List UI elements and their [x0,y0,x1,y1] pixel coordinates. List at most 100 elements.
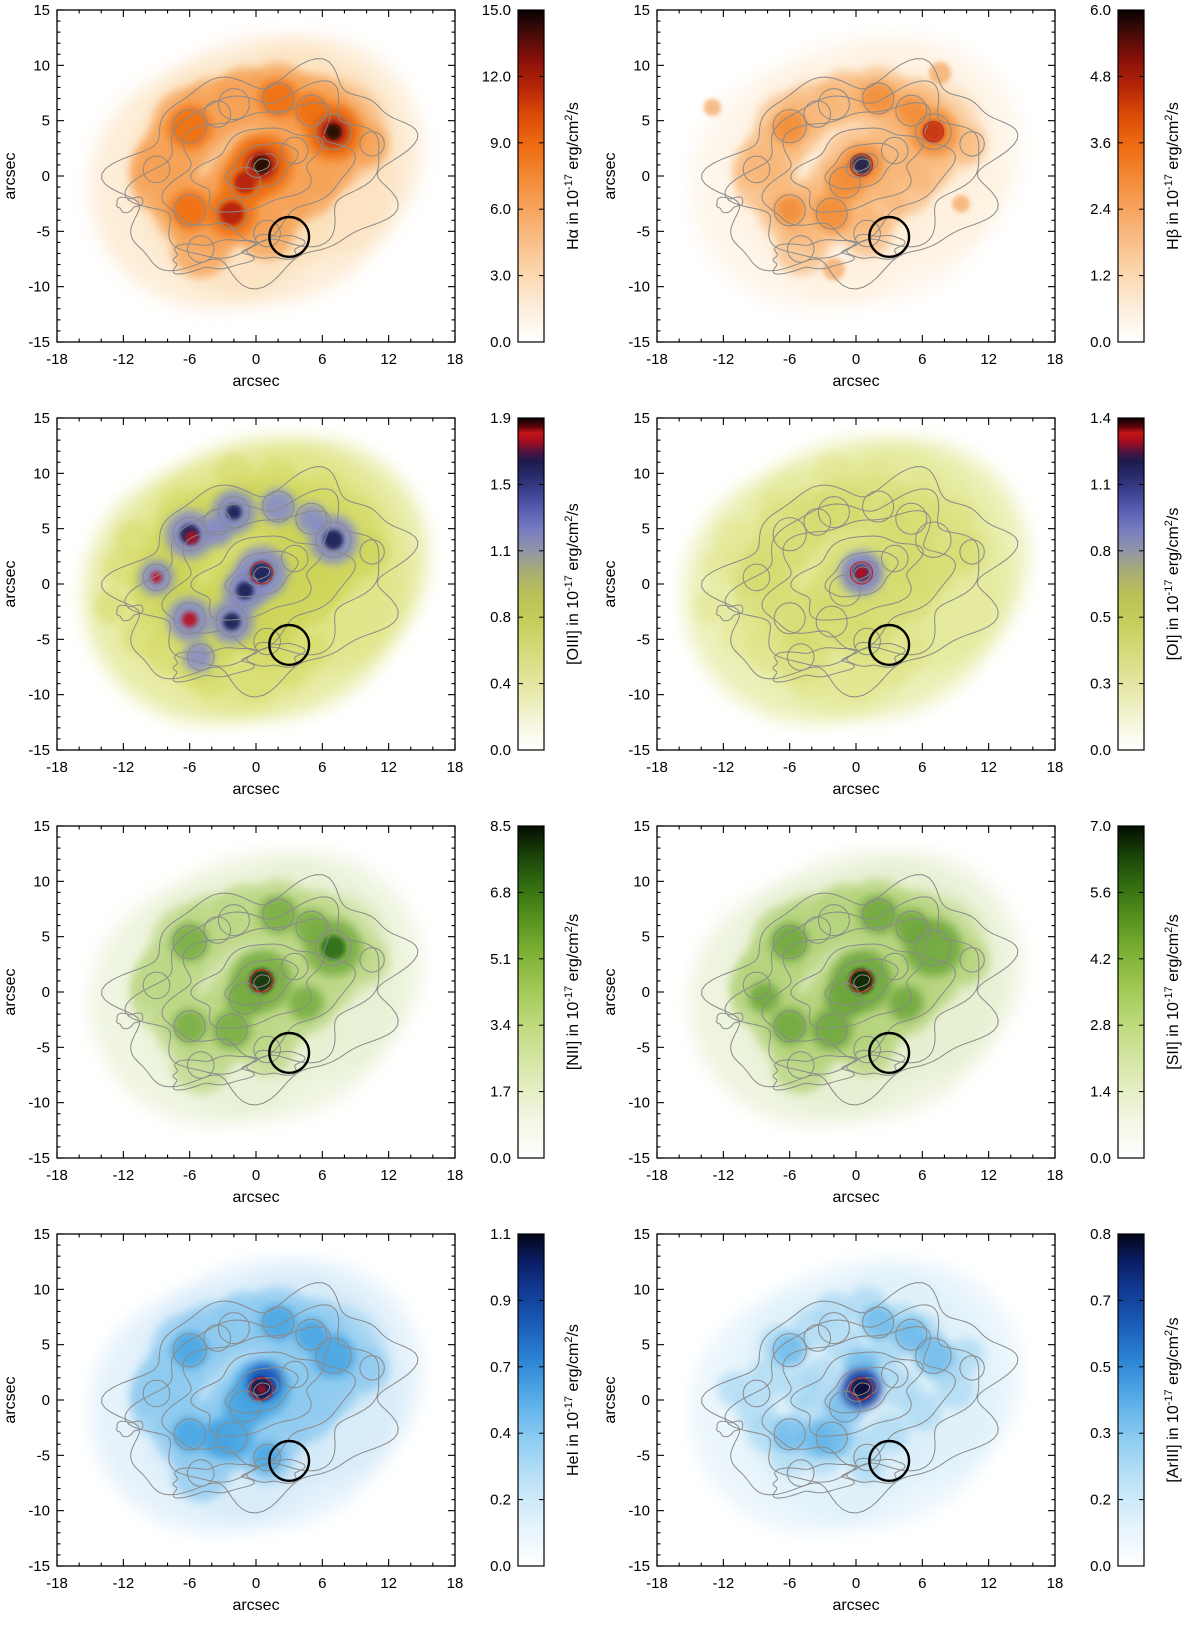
colorbar [517,417,545,751]
x-tick-label: 12 [980,1575,997,1592]
axis-ticks [56,1233,456,1567]
isophote-contour [116,196,144,214]
x-tick-label: 18 [447,351,464,368]
y-axis-label: arcsec [2,560,19,607]
red-contour-rings [249,1377,274,1401]
panel-svg-hbeta: -18 -12 -6 0 6 12 18 -15 -10 -5 0 5 10 15 arcsec arcsec… [602,2,1182,390]
isophote-contour [853,158,871,172]
emission-blob [810,488,858,536]
emission-blob [130,956,183,1010]
x-axis-label: arcsec [832,373,879,390]
red-ring [922,121,944,143]
emission-blob [860,80,896,117]
emission-blob [748,982,780,1013]
emission-blob [170,1331,209,1369]
isophote-contour [224,550,299,598]
emission-blob [294,1318,328,1352]
x-tick-label: -6 [183,351,196,368]
y-tick-label: 10 [33,465,50,482]
colorbar-label-mid: in 10 [565,591,582,630]
colorbar-label-species: HeI [565,1451,582,1476]
knot-contour [853,1443,881,1472]
colorbar-label-unit: erg/cm [1165,526,1182,579]
knot-contour [803,1324,832,1352]
colorbar-label-exp2: 2 [563,115,575,121]
axis-ticks [56,9,456,343]
colorbar-tick-label: 0.3 [1090,1425,1111,1442]
y-tick-label: 5 [42,1337,50,1354]
isophote-contour [790,127,924,213]
y-tick-label: 15 [633,2,650,19]
emission-blob [201,515,233,547]
colorbar-label-unit: erg/cm [565,522,582,575]
emission-blob [114,519,155,560]
emission-blob [207,893,261,947]
knot-contour [295,1318,328,1351]
knot-contour [215,1421,248,1454]
emission-map [690,37,1022,309]
colorbar-label-mid: in 10 [1165,595,1182,634]
colorbar-label-species: [SII] [1165,1041,1182,1069]
knot-contour [773,194,806,227]
emission-blob [810,80,858,128]
knot-contour [815,605,848,638]
y-tick-label: -15 [28,742,50,759]
x-axis-label: arcsec [232,1597,279,1614]
x-tick-label: -18 [46,1575,68,1592]
x-tick-label: 18 [1047,1167,1064,1184]
panel-halpha: -18 -12 -6 0 6 12 18 -15 -10 -5 0 5 10 15 arcsec arcsec… [0,0,600,408]
x-tick-label: -6 [783,1167,796,1184]
colorbar-tick-label: 3.0 [490,268,511,285]
isophote-contour [724,488,980,667]
isophote-contour [116,1420,144,1438]
isophote-contour [853,1382,871,1396]
isophote-contour [761,1326,956,1468]
aperture-marker [268,1031,311,1074]
x-tick-label: 12 [380,351,397,368]
isophote-contour [253,1382,271,1396]
knot-contour [828,166,861,199]
isophote-contour [790,1351,924,1437]
colorbar-label-exp: -17 [563,174,575,190]
knot-contour [915,521,952,558]
x-tick-label: -12 [112,759,134,776]
emission-map [84,439,428,723]
isophote-contour [846,641,906,668]
emission-blob [769,922,810,963]
emission-blob [251,1442,283,1473]
emission-blob [169,922,210,963]
x-tick-label: 0 [252,1575,260,1592]
y-tick-label: 5 [642,1337,650,1354]
aperture-marker [268,215,311,258]
panel-svg-hei: -18 -12 -6 0 6 12 18 -15 -10 -5 0 5 10 15 arcsec arcsec… [2,1226,582,1614]
emission-blob [893,909,929,945]
x-tick-label: -18 [646,1167,668,1184]
colorbar [517,9,545,343]
x-tick-label: 18 [447,1575,464,1592]
y-tick-label: 10 [633,1281,650,1298]
knot-contour [262,1306,295,1339]
aperture-marker [868,1439,911,1482]
emission-blob [219,201,244,226]
colorbar-label-unit: erg/cm [1165,121,1182,174]
emission-blob [214,453,254,494]
knot-contour [773,1418,806,1451]
y-tick-label: 10 [633,465,650,482]
knot-contour [215,197,248,230]
colorbar-tick-label: 0.7 [490,1359,511,1376]
colorbar-tick-label: 5.1 [490,951,511,968]
y-tick-label: 15 [33,1226,50,1243]
red-contour-rings [249,121,344,177]
red-contour-rings [249,561,274,585]
emission-blob [922,120,945,143]
colorbar-tick-label: 2.4 [1090,201,1111,218]
colorbar-label-exp: -17 [563,1396,575,1412]
emission-blob [256,1384,267,1394]
colorbar-label-species: [OI] [1165,635,1182,661]
x-tick-label: 12 [980,1167,997,1184]
knot-contour [262,898,295,931]
isophote-contour [790,943,924,1029]
emission-blob [130,1364,183,1418]
knot-contour [203,916,232,944]
x-axis-label: arcsec [832,781,879,798]
